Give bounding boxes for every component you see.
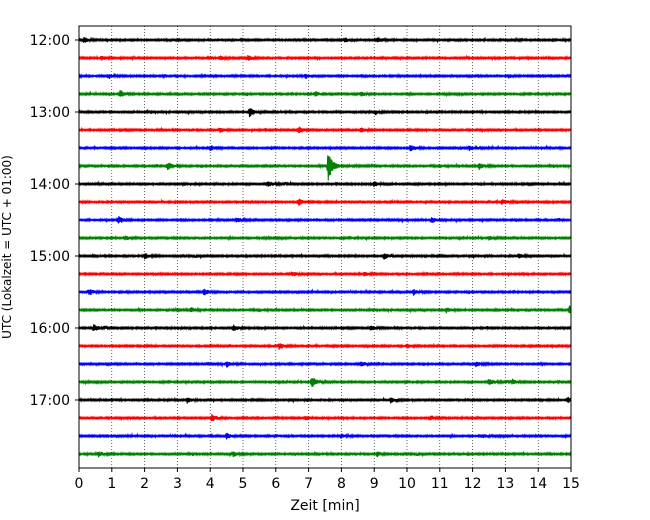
trace-1330 <box>78 144 572 152</box>
y-axis-label: UTC (Lokalzeit = UTC + 01:00) <box>0 155 14 339</box>
y-tick-label: 15:00 <box>30 249 70 265</box>
trace-1300 <box>78 108 572 118</box>
trace-1630 <box>78 360 572 368</box>
x-tick-label: 6 <box>271 476 280 492</box>
x-tick-label: 1 <box>107 476 116 492</box>
y-tick-label: 17:00 <box>30 393 70 409</box>
x-tick-label: 9 <box>370 476 379 492</box>
trace-1615 <box>78 342 572 350</box>
trace-1445 <box>78 234 572 242</box>
trace-1415 <box>78 198 572 206</box>
trace-1600 <box>78 324 572 332</box>
trace-1730 <box>78 432 572 440</box>
y-tick-label: 13:00 <box>30 105 70 121</box>
trace-1545 <box>78 305 572 314</box>
trace-1645 <box>78 378 572 387</box>
x-tick-label: 0 <box>75 476 84 492</box>
x-tick-label: 3 <box>173 476 182 492</box>
trace-1745 <box>78 450 572 458</box>
trace-1500 <box>78 252 572 260</box>
plot-frame <box>78 25 572 469</box>
trace-1430 <box>78 216 572 224</box>
trace-1245 <box>78 90 572 98</box>
x-tick-label: 8 <box>337 476 346 492</box>
y-axis-ticks: 12:00 13:00 14:00 15:00 16:00 17:00 <box>30 33 79 409</box>
trace-1345 <box>78 155 572 181</box>
x-tick-label: 2 <box>140 476 149 492</box>
x-tick-label: 7 <box>304 476 313 492</box>
x-tick-label: 11 <box>431 476 449 492</box>
trace-group <box>78 36 572 458</box>
trace-1530 <box>78 288 572 296</box>
trace-1400 <box>78 180 572 188</box>
trace-1515 <box>78 270 572 278</box>
y-tick-label: 12:00 <box>30 33 70 49</box>
trace-1215 <box>78 54 572 62</box>
plot-area <box>79 26 571 468</box>
x-tick-label: 5 <box>239 476 248 492</box>
trace-1230 <box>78 72 572 80</box>
x-tick-label: 15 <box>562 476 580 492</box>
trace-1700 <box>78 396 572 404</box>
y-tick-label: 16:00 <box>30 321 70 337</box>
x-tick-label: 13 <box>496 476 514 492</box>
x-axis-ticks: 0 1 2 3 4 5 6 7 8 9 10 11 12 13 14 15 <box>75 468 580 492</box>
x-tick-label: 10 <box>398 476 416 492</box>
trace-1200 <box>78 36 572 44</box>
x-tick-label: 12 <box>464 476 482 492</box>
x-tick-label: 14 <box>529 476 547 492</box>
trace-1315 <box>78 126 572 134</box>
x-axis-label: Zeit [min] <box>290 498 359 514</box>
y-tick-label: 14:00 <box>30 177 70 193</box>
trace-1715 <box>78 413 572 422</box>
x-tick-label: 4 <box>206 476 215 492</box>
